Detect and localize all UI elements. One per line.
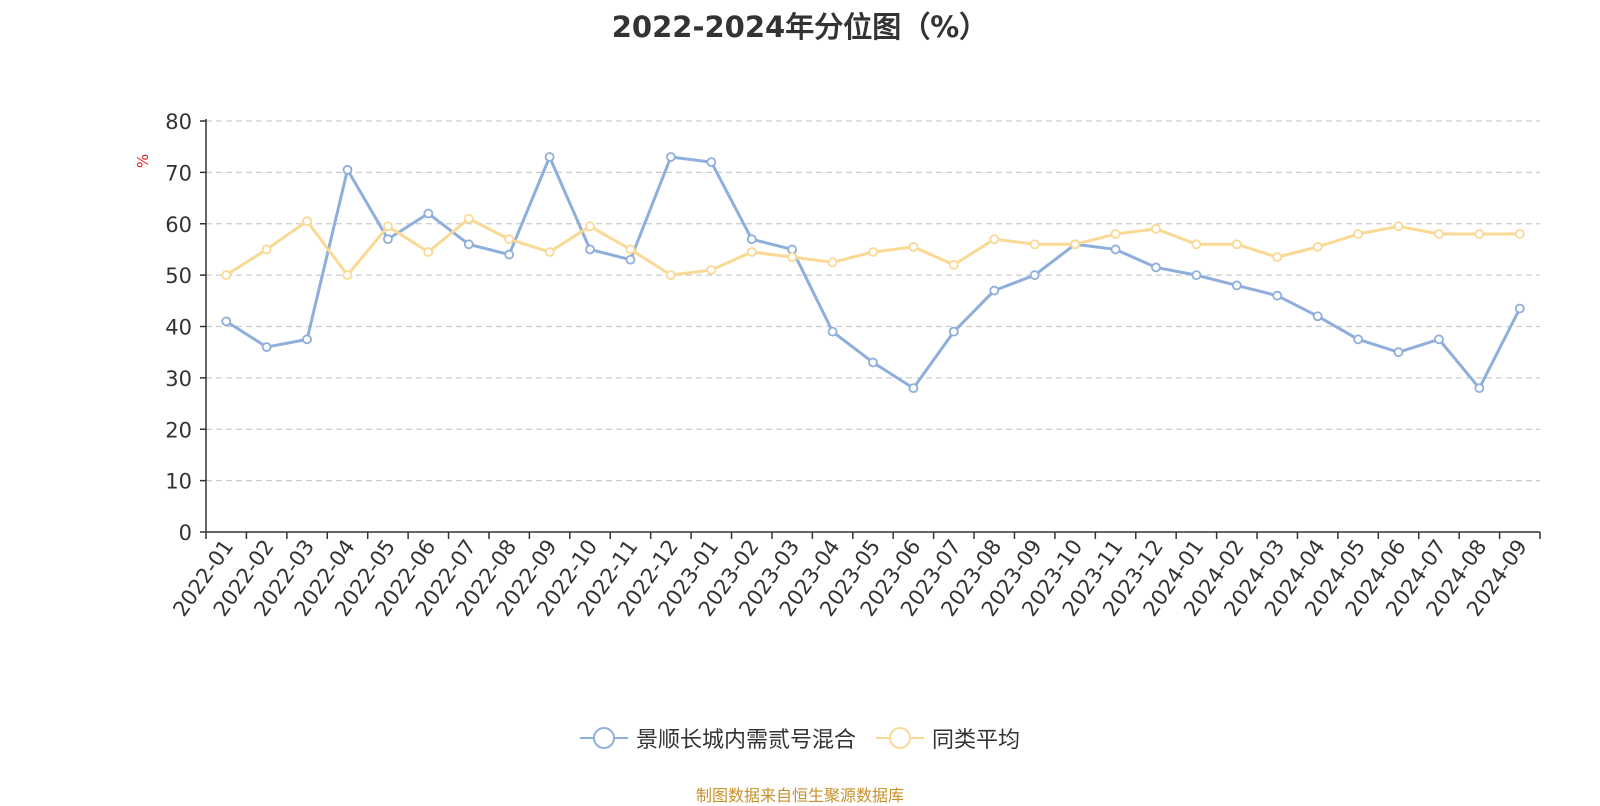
y-tick-label: 50 [165, 264, 192, 288]
legend-item-average[interactable]: 同类平均 [876, 722, 1020, 754]
data-point-0 [1393, 347, 1404, 358]
legend-label-average: 同类平均 [932, 728, 1021, 753]
legend-marker-average-icon [876, 727, 924, 749]
data-point-0 [1272, 290, 1283, 301]
data-point-0 [342, 164, 353, 175]
data-point-0 [585, 244, 595, 255]
data-point-0 [544, 152, 555, 162]
data-point-0 [1434, 334, 1444, 345]
legend-marker-fund-icon [579, 727, 628, 749]
data-point-0 [383, 234, 393, 245]
y-tick-label: 20 [165, 418, 192, 442]
series-line-1 [225, 217, 1520, 277]
legend-label-fund: 景顺长城内需贰号混合 [635, 728, 856, 753]
data-point-0 [787, 244, 798, 255]
source-note: 制图数据来自恒生聚源数据库 [695, 786, 904, 805]
data-point-1 [423, 247, 434, 257]
data-point-1 [1029, 239, 1040, 250]
data-point-1 [1353, 229, 1363, 239]
data-point-0 [665, 152, 676, 162]
data-point-1 [302, 216, 312, 227]
y-tick-label: 80 [165, 110, 192, 134]
data-point-1 [746, 247, 757, 257]
data-point-0 [1029, 270, 1040, 281]
y-tick-label: 10 [165, 470, 192, 494]
data-point-0 [1353, 334, 1363, 345]
data-point-1 [1474, 229, 1485, 239]
data-point-1 [1514, 229, 1525, 239]
y-tick-label: 60 [165, 213, 192, 237]
y-tick-label: 30 [165, 367, 192, 391]
chart-title: 2022-2024年分位图（%） [611, 10, 989, 44]
data-point-1 [261, 244, 272, 255]
data-point-1 [1110, 229, 1121, 239]
data-point-0 [1110, 244, 1121, 255]
data-point-0 [746, 234, 757, 245]
data-point-1 [544, 247, 555, 257]
y-axis-label: % [134, 154, 152, 168]
data-point-0 [827, 326, 838, 337]
data-point-0 [1474, 383, 1485, 394]
data-point-0 [1191, 270, 1202, 281]
data-point-1 [585, 221, 595, 232]
data-point-1 [827, 257, 838, 268]
data-point-0 [1312, 311, 1323, 322]
data-point-1 [504, 234, 515, 245]
data-point-0 [1151, 262, 1161, 273]
data-point-1 [1393, 221, 1404, 232]
data-point-0 [261, 342, 272, 352]
data-point-0 [1231, 280, 1242, 291]
series-line-0 [225, 155, 1522, 390]
data-point-1 [221, 270, 232, 281]
data-point-1 [342, 270, 353, 281]
y-tick-label: 70 [165, 161, 192, 185]
legend: 景顺长城内需贰号混合 同类平均 [0, 722, 1600, 754]
data-point-0 [989, 285, 1000, 296]
data-point-1 [706, 265, 717, 275]
data-point-0 [221, 316, 232, 327]
data-point-1 [1272, 252, 1283, 263]
legend-item-fund[interactable]: 景顺长城内需贰号混合 [579, 722, 856, 754]
data-point-1 [787, 252, 798, 263]
y-tick-label: 40 [165, 316, 192, 340]
data-point-1 [1312, 241, 1323, 252]
data-point-1 [463, 213, 474, 224]
data-point-0 [868, 357, 878, 368]
data-point-0 [504, 249, 515, 260]
data-point-1 [665, 270, 676, 281]
data-point-1 [868, 247, 878, 257]
data-point-1 [1151, 223, 1161, 234]
data-point-0 [625, 254, 636, 265]
data-point-0 [908, 383, 919, 394]
data-point-1 [625, 244, 636, 255]
data-point-1 [1434, 229, 1444, 239]
data-point-0 [302, 334, 312, 345]
data-point-1 [1231, 239, 1242, 250]
data-point-1 [908, 241, 919, 252]
data-point-0 [706, 157, 717, 168]
data-point-1 [383, 221, 393, 232]
data-point-1 [1191, 239, 1202, 250]
data-point-0 [948, 326, 959, 337]
data-point-1 [1070, 239, 1081, 250]
data-point-0 [463, 239, 474, 250]
data-point-1 [989, 234, 1000, 245]
y-tick-label: 0 [179, 521, 192, 545]
data-point-1 [948, 259, 959, 270]
data-point-0 [423, 208, 434, 219]
data-point-0 [1514, 303, 1525, 314]
